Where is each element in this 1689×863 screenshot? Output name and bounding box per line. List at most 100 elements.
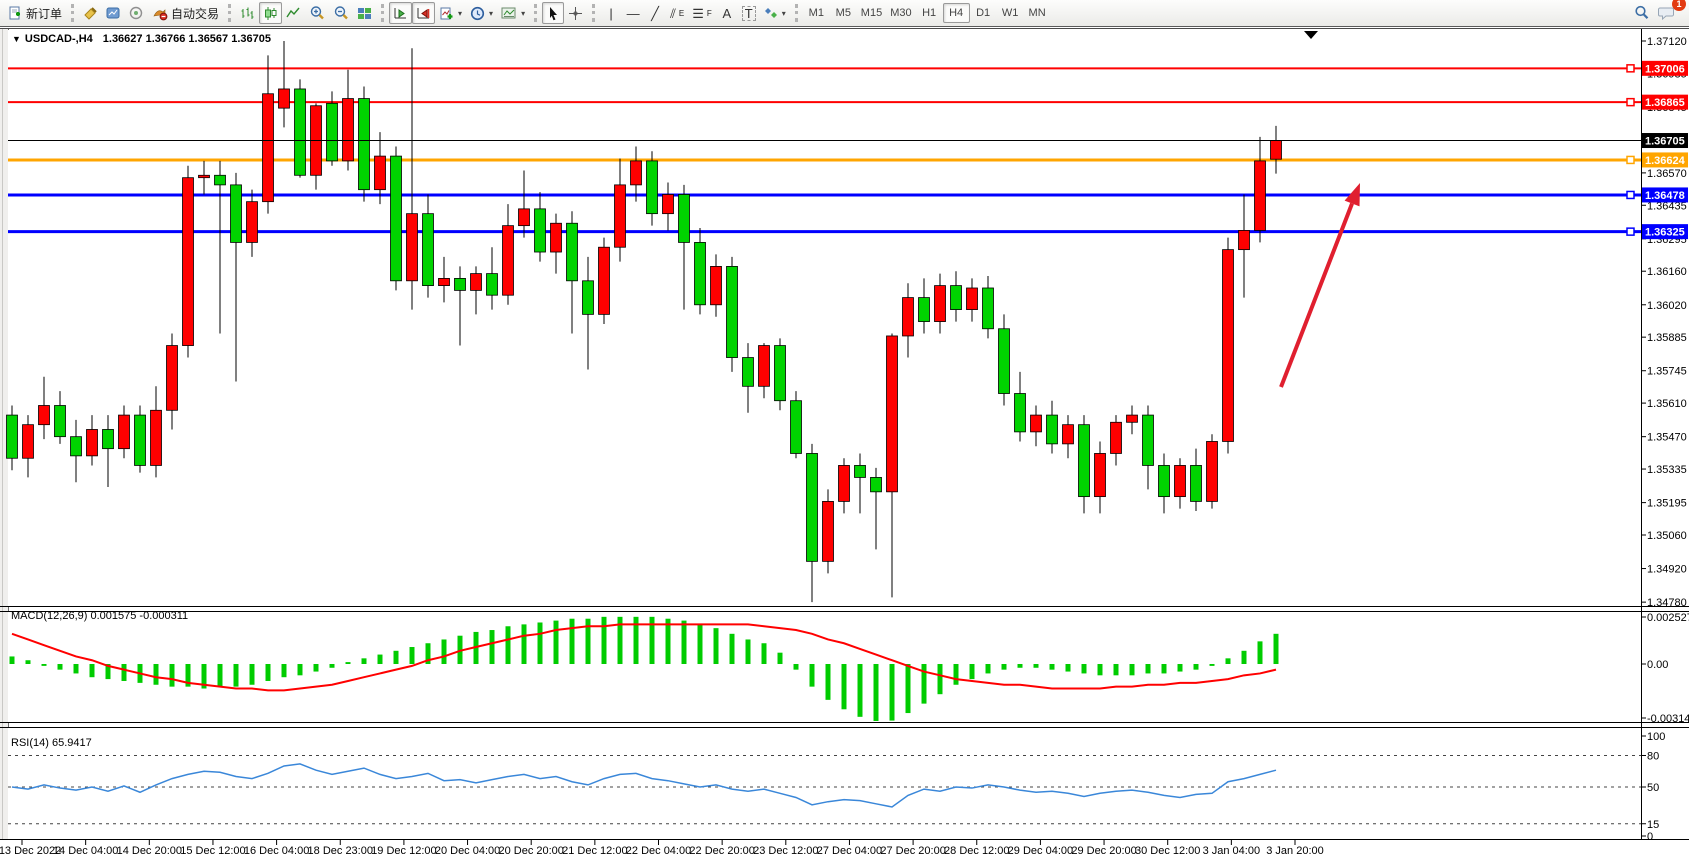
chat-badge: 1 <box>1672 0 1686 11</box>
trendline-tool-button[interactable]: ╱ <box>644 2 666 24</box>
price-tick-label: 1.35335 <box>1647 464 1687 476</box>
candle-body <box>726 266 738 358</box>
timeframe-w1-button[interactable]: W1 <box>997 3 1024 23</box>
macd-histogram-bar <box>857 664 863 717</box>
macd-pane[interactable] <box>8 612 1641 722</box>
candle-body <box>918 297 930 322</box>
search-button[interactable] <box>1630 2 1654 24</box>
macd-histogram-bar <box>1113 664 1119 676</box>
candle-body <box>342 98 354 162</box>
price-badge <box>1642 187 1688 203</box>
macd-histogram-bar <box>729 633 735 664</box>
new-order-button[interactable]: 新订单 <box>4 2 66 24</box>
macd-histogram-bar <box>41 664 47 666</box>
macd-histogram-bar <box>697 624 703 664</box>
timeframe-h4-button[interactable]: H4 <box>942 3 970 23</box>
chart-title[interactable]: ▼ USDCAD-,H4 1.36627 1.36766 1.36567 1.367… <box>12 33 271 45</box>
timeframe-m15-button[interactable]: M15 <box>857 3 886 23</box>
cursor-tool-button[interactable] <box>542 2 565 24</box>
time-tick-label: 14 Dec 20:00 <box>117 845 182 857</box>
vertical-line-tool-button[interactable]: | <box>600 2 622 24</box>
auto-trading-button[interactable]: 自动交易 <box>148 2 223 24</box>
level-line-handle[interactable] <box>1626 227 1635 236</box>
dropdown-caret-icon: ▾ <box>781 8 786 18</box>
bar-chart-button[interactable] <box>236 2 259 24</box>
level-line-handle[interactable] <box>1626 190 1635 200</box>
macd-histogram-bar <box>825 664 831 700</box>
candle-body <box>678 194 690 243</box>
macd-histogram-bar <box>489 630 495 664</box>
profiles-button[interactable] <box>102 2 125 24</box>
chart-window-icon <box>106 7 120 18</box>
time-tick-label: 13 Dec 2022 <box>0 845 61 857</box>
time-tick-label: 16 Dec 04:00 <box>244 845 309 857</box>
templates-icon <box>501 7 516 18</box>
dropdown-caret-icon: ▾ <box>521 8 526 18</box>
auto-scroll-button[interactable] <box>389 2 413 24</box>
level-line-handle[interactable] <box>1626 155 1635 165</box>
macd-tick-label: 0.002527 <box>1647 612 1689 624</box>
timeframe-h1-button[interactable]: H1 <box>916 3 943 23</box>
candle-body <box>582 280 594 315</box>
macd-histogram-bar <box>905 664 911 714</box>
channel-tool-button[interactable]: ⫽ E <box>666 2 688 24</box>
price-badge <box>1642 152 1688 168</box>
timeframe-m1-button[interactable]: M1 <box>803 3 830 23</box>
macd-histogram-bar <box>1225 658 1231 664</box>
candle-body <box>1174 465 1186 498</box>
timeframe-d1-button[interactable]: D1 <box>970 3 997 23</box>
zoom-out-icon <box>334 6 348 20</box>
crosshair-icon <box>569 6 583 20</box>
crosshair-tool-button[interactable] <box>564 2 587 24</box>
candle-body <box>1078 424 1090 498</box>
price-badge <box>1642 94 1688 110</box>
candle-body <box>502 225 514 296</box>
line-chart-button[interactable] <box>282 2 305 24</box>
candle-body <box>214 174 226 186</box>
zoom-in-icon <box>310 6 324 20</box>
level-line-handle[interactable] <box>1626 64 1635 73</box>
text-tool-button[interactable]: A <box>716 2 738 24</box>
price-tick-label: 1.34780 <box>1647 597 1687 609</box>
indicators-add-icon <box>440 7 453 19</box>
styler-button[interactable] <box>79 2 102 24</box>
trend-arrow-head[interactable] <box>1344 183 1360 207</box>
timeframe-mn-button[interactable]: MN <box>1024 3 1051 23</box>
timeframe-m5-button[interactable]: M5 <box>830 3 857 23</box>
candle-body <box>1046 414 1058 445</box>
horizontal-line-tool-button[interactable]: — <box>622 2 644 24</box>
fibonacci-tool-button[interactable]: ☰ F <box>688 2 716 24</box>
zoom-in-button[interactable] <box>305 2 329 24</box>
chart-shift-button[interactable] <box>412 2 436 24</box>
timeframe-m30-button[interactable]: M30 <box>886 3 915 23</box>
templates-button[interactable]: ▾ <box>497 2 529 24</box>
rsi-pane[interactable] <box>8 728 1641 839</box>
time-tick-label: 30 Dec 12:00 <box>1135 845 1200 857</box>
price-tick-label: 1.35470 <box>1647 432 1687 444</box>
toolbar-grip <box>592 4 596 22</box>
candle-body <box>374 155 386 191</box>
label-tool-button[interactable]: T <box>738 2 760 24</box>
macd-histogram-bar <box>665 618 671 664</box>
shapes-tool-button[interactable]: ▾ <box>760 2 790 24</box>
candle-body <box>982 287 994 330</box>
level-line-handle[interactable] <box>1626 97 1635 107</box>
tile-windows-button[interactable] <box>353 2 376 24</box>
periods-button[interactable]: ▾ <box>466 2 497 24</box>
macd-histogram-bar <box>441 639 447 664</box>
zoom-out-button[interactable] <box>329 2 353 24</box>
candlestick-chart-button[interactable] <box>259 2 283 24</box>
indicators-button[interactable]: ▾ <box>435 2 466 24</box>
candle-body <box>662 194 674 215</box>
macd-histogram-bar <box>953 664 959 685</box>
time-tick-label: 27 Dec 04:00 <box>817 845 882 857</box>
candle-body <box>630 160 642 186</box>
trend-arrow-line[interactable] <box>1279 202 1354 388</box>
rsi-indicator-label: RSI(14) 65.9417 <box>11 737 92 749</box>
macd-histogram-bar <box>1241 650 1247 664</box>
alerts-button[interactable] <box>125 2 148 24</box>
channel-letter: E <box>678 8 685 18</box>
broom-icon <box>84 6 97 20</box>
time-axis[interactable] <box>0 840 1689 863</box>
